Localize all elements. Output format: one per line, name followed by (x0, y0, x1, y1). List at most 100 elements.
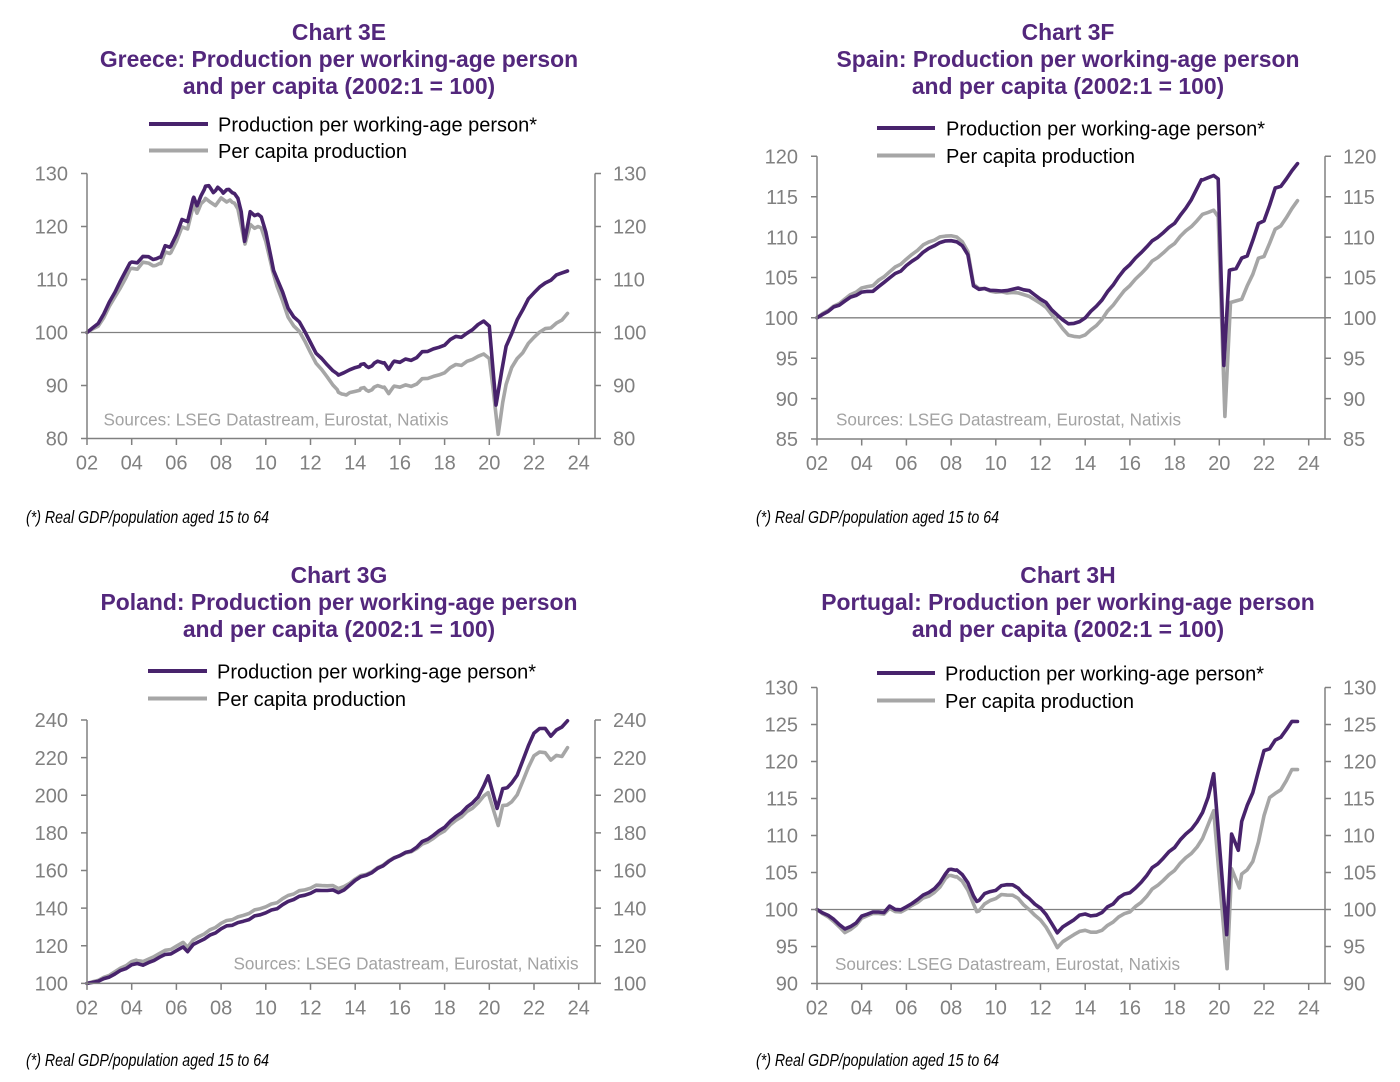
svg-text:22: 22 (523, 453, 545, 475)
svg-text:Per capita production: Per capita production (945, 691, 1134, 713)
svg-text:105: 105 (765, 268, 798, 290)
svg-text:100: 100 (1343, 900, 1376, 922)
svg-text:02: 02 (76, 997, 98, 1019)
svg-text:06: 06 (895, 453, 917, 475)
svg-text:120: 120 (35, 217, 68, 239)
svg-text:90: 90 (776, 974, 798, 996)
svg-text:10: 10 (255, 997, 277, 1019)
svg-text:08: 08 (940, 453, 962, 475)
svg-text:100: 100 (613, 323, 646, 345)
svg-text:22: 22 (523, 997, 545, 1019)
svg-text:and per capita (2002:1 = 100): and per capita (2002:1 = 100) (912, 616, 1224, 642)
svg-text:120: 120 (1343, 752, 1376, 774)
svg-text:18: 18 (433, 453, 455, 475)
svg-text:Sources: LSEG Datastream, Euro: Sources: LSEG Datastream, Eurostat, Nati… (234, 954, 579, 974)
svg-text:100: 100 (613, 974, 646, 996)
svg-text:Portugal: Production per worki: Portugal: Production per working-age per… (821, 589, 1314, 615)
svg-text:Chart 3G: Chart 3G (291, 562, 388, 588)
svg-text:Sources: LSEG Datastream, Euro: Sources: LSEG Datastream, Eurostat, Nati… (104, 410, 449, 430)
svg-text:12: 12 (299, 997, 321, 1019)
svg-text:200: 200 (613, 786, 646, 808)
svg-text:18: 18 (1163, 998, 1185, 1020)
svg-text:10: 10 (255, 453, 277, 475)
svg-text:(*) Real GDP/population aged 1: (*) Real GDP/population aged 15 to 64 (756, 507, 999, 527)
svg-text:and per capita (2002:1 = 100): and per capita (2002:1 = 100) (183, 616, 495, 642)
svg-text:20: 20 (478, 453, 500, 475)
svg-text:100: 100 (1343, 308, 1376, 330)
svg-text:95: 95 (776, 348, 798, 370)
svg-text:115: 115 (1343, 187, 1375, 209)
svg-text:Spain: Production per working-: Spain: Production per working-age person (837, 46, 1300, 72)
svg-text:08: 08 (210, 997, 232, 1019)
svg-text:18: 18 (433, 997, 455, 1019)
svg-text:04: 04 (121, 997, 143, 1019)
svg-text:130: 130 (613, 164, 646, 186)
svg-text:(*) Real GDP/population aged 1: (*) Real GDP/population aged 15 to 64 (26, 1050, 269, 1070)
svg-text:02: 02 (806, 453, 828, 475)
svg-text:Poland: Production per working: Poland: Production per working-age perso… (101, 589, 578, 615)
svg-text:14: 14 (1074, 453, 1096, 475)
svg-text:24: 24 (568, 453, 590, 475)
svg-text:24: 24 (1298, 453, 1320, 475)
svg-text:Per capita production: Per capita production (946, 146, 1135, 168)
svg-text:120: 120 (613, 217, 646, 239)
svg-text:14: 14 (344, 997, 366, 1019)
svg-text:Chart 3H: Chart 3H (1020, 562, 1115, 588)
svg-text:120: 120 (765, 147, 798, 169)
svg-text:24: 24 (568, 997, 590, 1019)
svg-text:200: 200 (35, 786, 68, 808)
svg-text:100: 100 (35, 974, 68, 996)
svg-text:105: 105 (1343, 863, 1376, 885)
svg-text:04: 04 (851, 998, 873, 1020)
svg-text:Per capita production: Per capita production (217, 689, 406, 711)
svg-text:90: 90 (776, 389, 798, 411)
svg-text:24: 24 (1298, 998, 1320, 1020)
svg-text:90: 90 (46, 376, 68, 398)
svg-text:Production per working-age per: Production per working-age person* (946, 118, 1265, 140)
svg-text:14: 14 (1074, 998, 1096, 1020)
svg-text:Production per working-age per: Production per working-age person* (217, 661, 536, 683)
svg-text:240: 240 (613, 710, 646, 732)
svg-text:06: 06 (895, 998, 917, 1020)
svg-text:160: 160 (35, 861, 68, 883)
svg-text:85: 85 (776, 429, 798, 451)
svg-text:110: 110 (766, 227, 798, 249)
svg-text:18: 18 (1163, 453, 1185, 475)
svg-text:110: 110 (1343, 227, 1375, 249)
svg-text:12: 12 (1029, 453, 1051, 475)
svg-text:Chart 3E: Chart 3E (292, 19, 386, 45)
svg-text:100: 100 (765, 308, 798, 330)
svg-text:105: 105 (1343, 268, 1376, 290)
svg-text:100: 100 (765, 900, 798, 922)
svg-text:06: 06 (165, 997, 187, 1019)
svg-text:120: 120 (1343, 147, 1376, 169)
svg-text:08: 08 (210, 453, 232, 475)
svg-text:220: 220 (613, 748, 646, 770)
svg-text:240: 240 (35, 710, 68, 732)
svg-text:180: 180 (35, 823, 68, 845)
svg-text:Sources: LSEG Datastream, Euro: Sources: LSEG Datastream, Eurostat, Nati… (835, 954, 1180, 974)
svg-text:20: 20 (1208, 453, 1230, 475)
svg-text:95: 95 (1343, 348, 1365, 370)
svg-text:80: 80 (613, 429, 635, 451)
svg-text:115: 115 (766, 187, 798, 209)
svg-text:130: 130 (765, 678, 798, 700)
svg-text:220: 220 (35, 748, 68, 770)
svg-text:22: 22 (1253, 998, 1275, 1020)
svg-text:16: 16 (1119, 998, 1141, 1020)
svg-text:Chart 3F: Chart 3F (1022, 19, 1115, 45)
svg-text:(*) Real GDP/population aged 1: (*) Real GDP/population aged 15 to 64 (756, 1050, 999, 1070)
svg-text:160: 160 (613, 861, 646, 883)
svg-text:Production per working-age per: Production per working-age person* (218, 114, 537, 136)
svg-text:90: 90 (1343, 389, 1365, 411)
svg-text:20: 20 (478, 997, 500, 1019)
svg-text:110: 110 (766, 826, 798, 848)
svg-text:125: 125 (765, 715, 798, 737)
svg-text:Production per working-age per: Production per working-age person* (945, 663, 1264, 685)
svg-text:Greece: Production per working: Greece: Production per working-age perso… (100, 46, 578, 72)
svg-text:08: 08 (940, 998, 962, 1020)
svg-text:04: 04 (851, 453, 873, 475)
svg-text:12: 12 (299, 453, 321, 475)
svg-text:10: 10 (985, 998, 1007, 1020)
svg-text:16: 16 (1119, 453, 1141, 475)
